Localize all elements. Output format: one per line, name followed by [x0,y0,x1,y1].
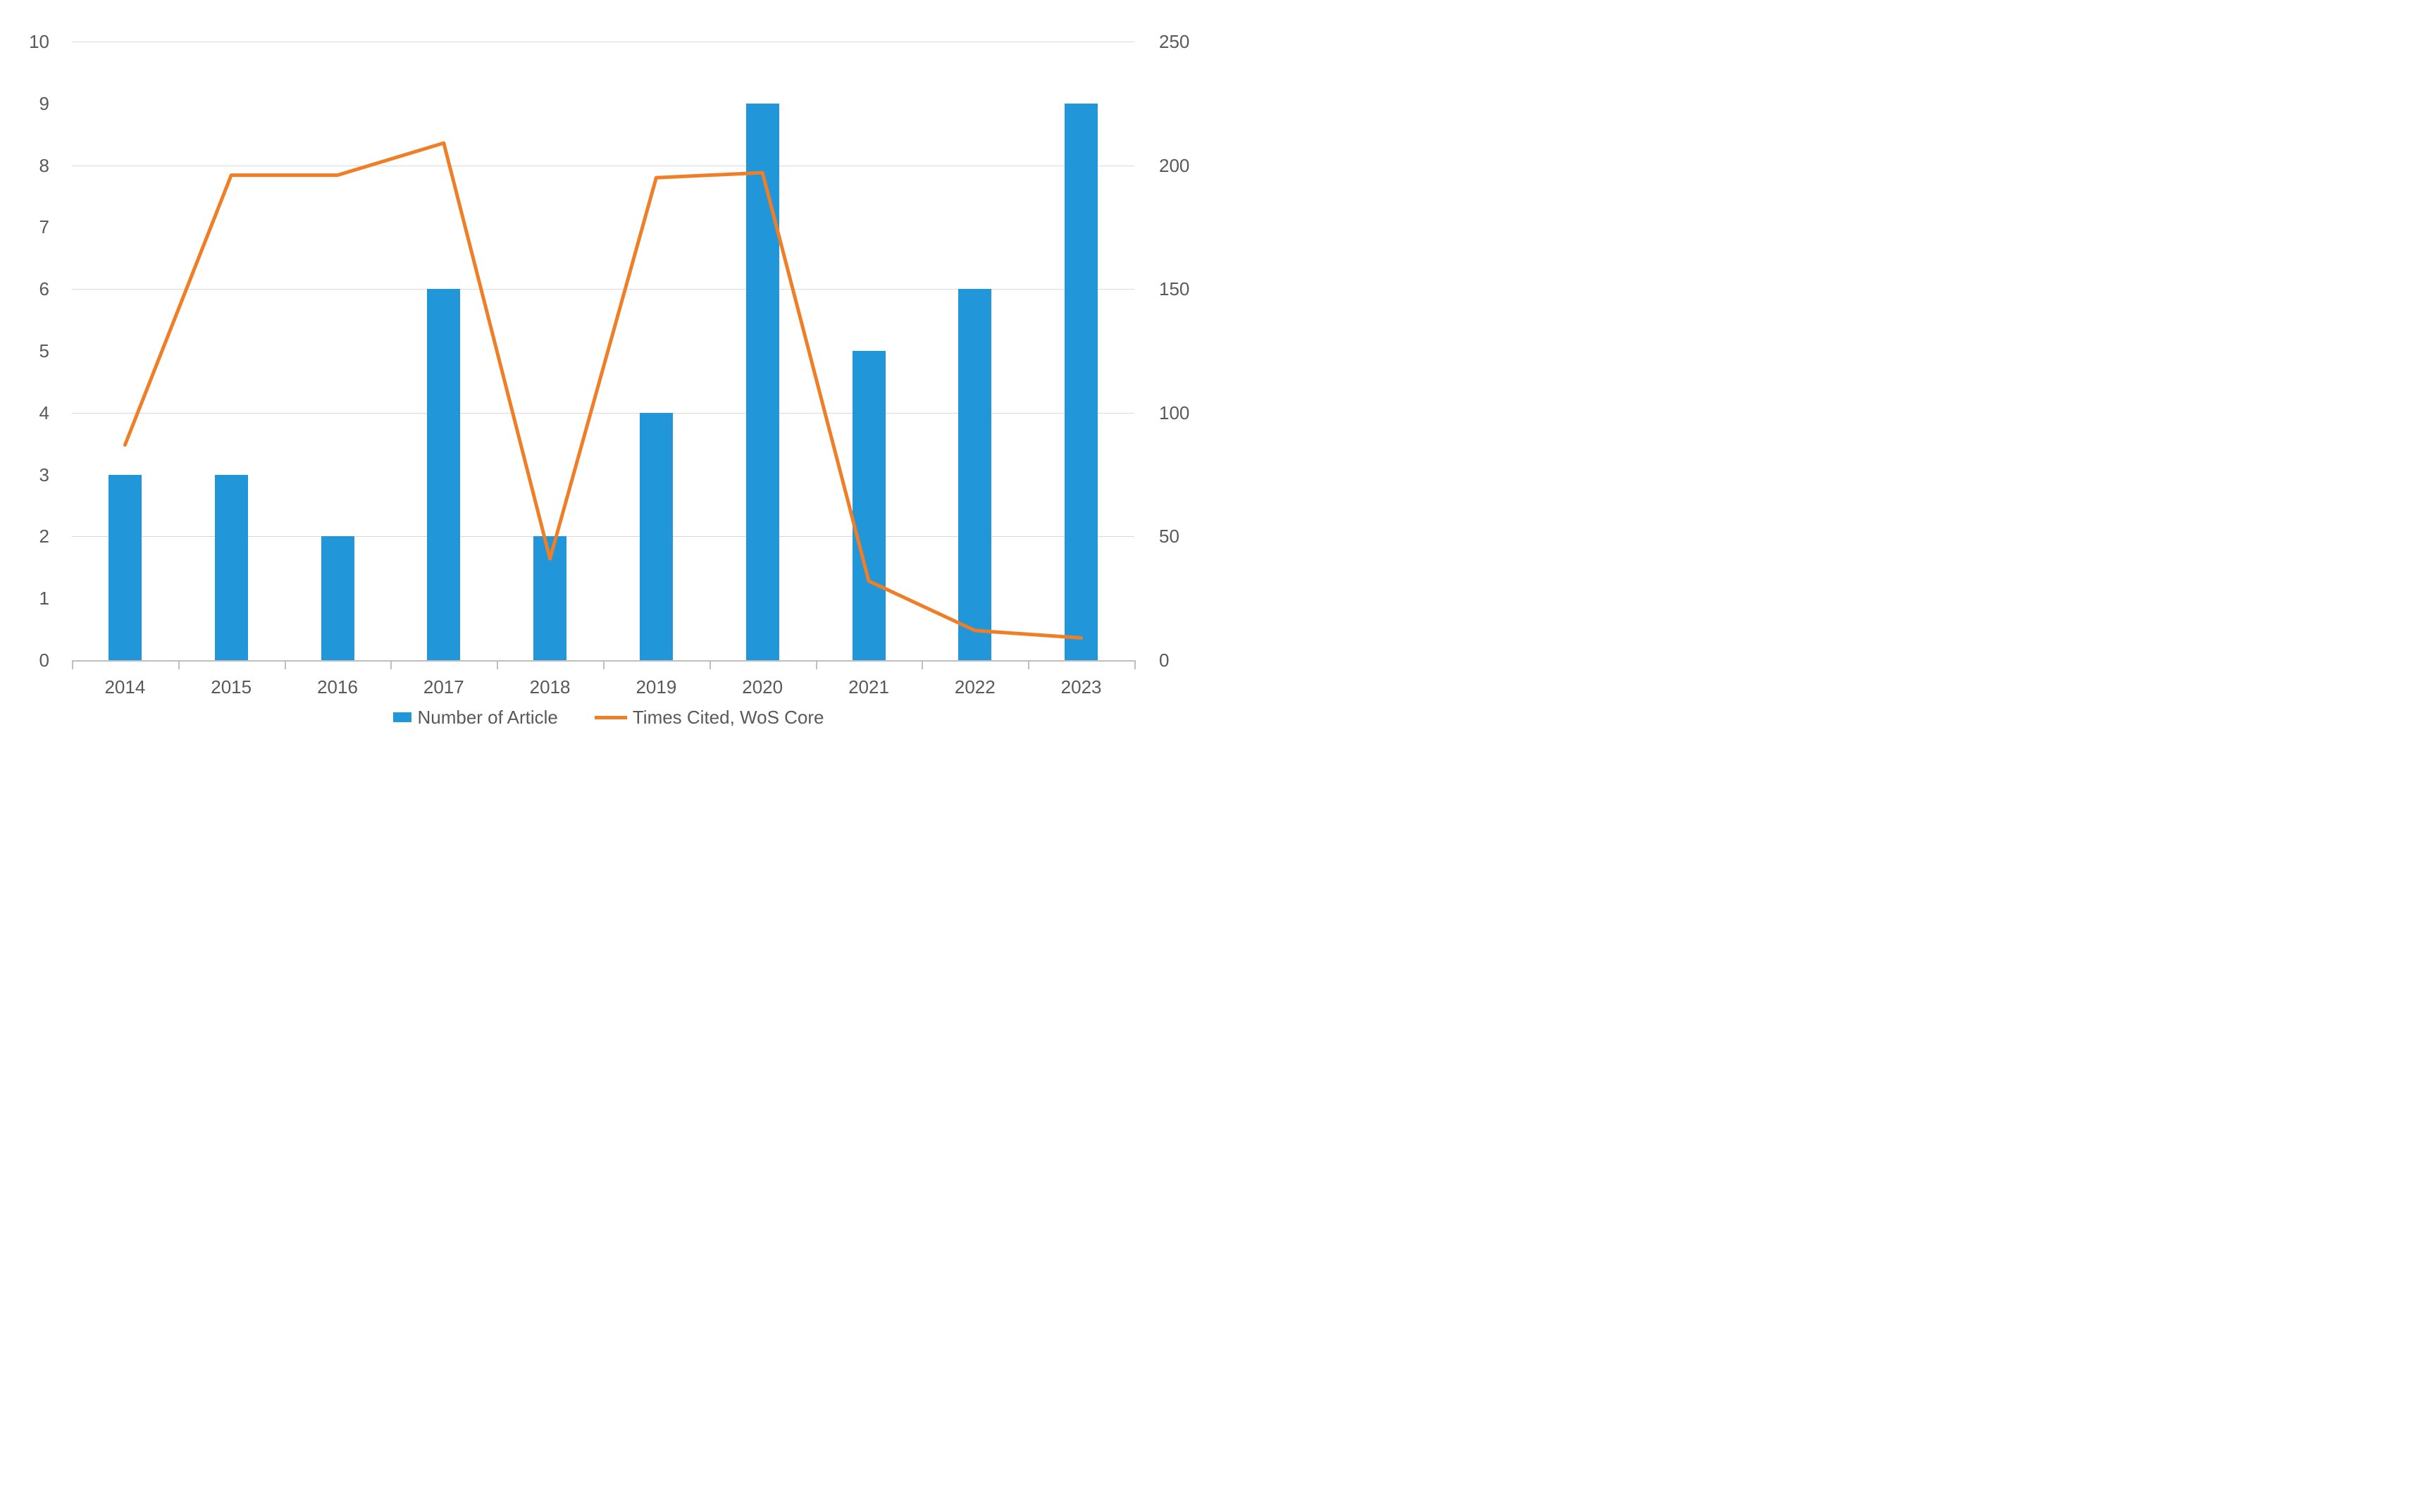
y-right-tick-label-100: 100 [1159,402,1190,423]
legend-label: Number of Article [417,707,558,728]
x-tick-label-2018: 2018 [529,676,571,698]
bar-2017 [427,289,461,660]
x-tick-label-2022: 2022 [954,676,996,698]
gridline-50 [72,536,1134,538]
bar-2022 [958,289,992,660]
x-axis-tick [709,660,711,669]
x-tick-label-2017: 2017 [423,676,464,698]
y-right-tick-label-50: 50 [1159,526,1179,547]
legend-item-times-cited: Times Cited, WoS Core [594,707,824,728]
x-axis-tick [390,660,392,669]
x-axis-tick [72,660,73,669]
plot-area [72,42,1134,660]
bar-2021 [852,351,886,660]
times-cited-line-layer [123,141,1084,640]
combo-chart: 0 1 2 3 4 5 6 7 8 9 10 0 50 100 150 200 250 2014 2015 2016 2… [0,0,1218,756]
legend-label: Times Cited, WoS Core [632,707,824,728]
x-axis-tick [284,660,286,669]
gridline-100 [72,412,1134,414]
bar-swatch-icon [393,712,412,722]
y-left-tick-label-1: 1 [39,588,49,609]
y-left-tick-label-7: 7 [39,216,49,238]
x-tick-label-2023: 2023 [1060,676,1102,698]
y-left-tick-label-10: 10 [29,31,49,52]
x-axis-tick [497,660,499,669]
line-swatch-icon [594,715,627,719]
bar-2019 [639,412,673,660]
y-right-tick-label-250: 250 [1159,31,1190,52]
gridline-150 [72,289,1134,290]
bar-2023 [1065,103,1098,660]
x-axis-tick [1028,660,1030,669]
bar-2020 [745,103,779,660]
y-left-tick-label-5: 5 [39,340,49,361]
x-tick-label-2016: 2016 [317,676,358,698]
x-tick-label-2014: 2014 [104,676,146,698]
x-tick-label-2019: 2019 [636,676,677,698]
y-left-tick-label-4: 4 [39,402,49,423]
y-left-tick-label-0: 0 [39,650,49,671]
y-right-tick-label-150: 150 [1159,278,1190,300]
y-left-tick-label-3: 3 [39,464,49,485]
x-tick-label-2021: 2021 [848,676,889,698]
x-axis-tick [603,660,605,669]
chart-legend: Number of Article Times Cited, WoS Core [0,708,1218,726]
y-right-tick-label-200: 200 [1159,154,1190,176]
x-tick-label-2015: 2015 [211,676,252,698]
times-cited-line [123,141,1084,640]
legend-item-number-of-article: Number of Article [393,707,558,728]
x-axis-tick [1134,660,1136,669]
x-axis-tick [178,660,180,669]
x-axis-tick [815,660,817,669]
x-tick-label-2020: 2020 [742,676,783,698]
y-left-tick-label-8: 8 [39,154,49,176]
bar-2014 [108,474,142,660]
y-left-tick-label-6: 6 [39,278,49,300]
y-left-tick-label-9: 9 [39,92,49,114]
bar-2015 [214,474,248,660]
x-axis-tick [922,660,924,669]
bar-2016 [321,536,354,660]
y-right-tick-label-0: 0 [1159,650,1170,671]
y-left-tick-label-2: 2 [39,526,49,547]
